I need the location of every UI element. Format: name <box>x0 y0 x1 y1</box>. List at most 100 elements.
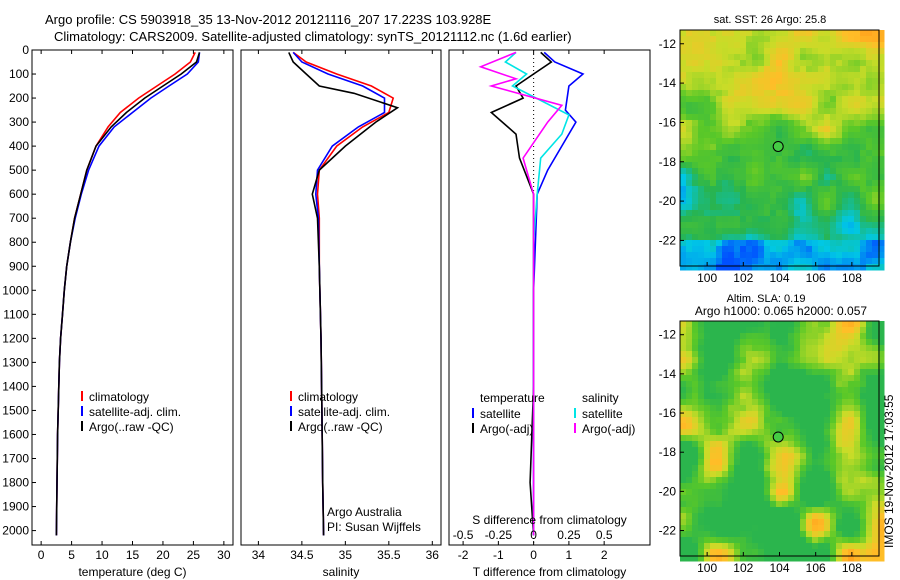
heatmap-cell <box>836 555 843 562</box>
heatmap-cell <box>806 198 813 205</box>
x-tick-label: 102 <box>733 561 753 575</box>
heatmap-cell <box>860 411 867 418</box>
heatmap-cell <box>830 246 837 253</box>
heatmap-cell <box>680 327 687 334</box>
heatmap-cell <box>860 114 867 121</box>
heatmap-cell <box>758 375 765 382</box>
heatmap-cell <box>716 144 723 151</box>
heatmap-cell <box>800 228 807 235</box>
heatmap-cell <box>758 54 765 61</box>
heatmap-cell <box>716 441 723 448</box>
heatmap-cell <box>854 519 861 526</box>
heatmap-cell <box>794 108 801 115</box>
heatmap-cell <box>794 72 801 79</box>
heatmap-cell <box>854 216 861 223</box>
x-tick-top-label: -0.5 <box>453 528 474 542</box>
heatmap-cell <box>686 192 693 199</box>
heatmap-cell <box>776 54 783 61</box>
heatmap-cell <box>740 102 747 109</box>
heatmap-cell <box>782 549 789 556</box>
heatmap-cell <box>740 246 747 253</box>
heatmap-cell <box>788 162 795 169</box>
heatmap-cell <box>680 393 687 400</box>
heatmap-cell <box>788 180 795 187</box>
heatmap-cell <box>842 375 849 382</box>
heatmap-cell <box>836 519 843 526</box>
heatmap-cell <box>794 222 801 229</box>
heatmap-cell <box>866 351 873 358</box>
heatmap-cell <box>770 78 777 85</box>
heatmap-cell <box>776 471 783 478</box>
heatmap-cell <box>848 240 855 247</box>
heatmap-cell <box>806 363 813 370</box>
heatmap-cell <box>764 393 771 400</box>
heatmap-cell <box>776 78 783 85</box>
heatmap-cell <box>770 174 777 181</box>
heatmap-cell <box>722 321 729 328</box>
heatmap-cell <box>830 102 837 109</box>
heatmap-cell <box>692 507 699 514</box>
heatmap-cell <box>866 393 873 400</box>
heatmap-cell <box>734 264 741 271</box>
heatmap-cell <box>878 507 885 514</box>
heatmap-cell <box>824 264 831 271</box>
heatmap-cell <box>698 363 705 370</box>
heatmap-cell <box>866 90 873 97</box>
heatmap-cell <box>788 375 795 382</box>
heatmap-cell <box>788 84 795 91</box>
heatmap-cell <box>782 60 789 67</box>
heatmap-cell <box>710 96 717 103</box>
heatmap-cell <box>866 54 873 61</box>
argo-location-marker <box>772 431 784 443</box>
heatmap-cell <box>848 42 855 49</box>
heatmap-cell <box>872 198 879 205</box>
heatmap-cell <box>734 228 741 235</box>
heatmap-cell <box>686 501 693 508</box>
heatmap-cell <box>806 60 813 67</box>
heatmap-cell <box>728 132 735 139</box>
heatmap-cell <box>710 126 717 133</box>
heatmap-cell <box>824 447 831 454</box>
heatmap-cell <box>800 435 807 442</box>
heatmap-cell <box>770 333 777 340</box>
heatmap-cell <box>878 513 885 520</box>
heatmap-cell <box>734 72 741 79</box>
heatmap-cell <box>854 168 861 175</box>
heatmap-cell <box>806 72 813 79</box>
heatmap-cell <box>794 387 801 394</box>
heatmap-cell <box>824 144 831 151</box>
heatmap-cell <box>692 543 699 550</box>
heatmap-cell <box>776 483 783 490</box>
heatmap-cell <box>872 144 879 151</box>
heatmap-cell <box>878 114 885 121</box>
heatmap-cell <box>824 90 831 97</box>
heatmap-cell <box>740 441 747 448</box>
heatmap-cell <box>806 42 813 49</box>
heatmap-cell <box>692 36 699 43</box>
heatmap-cell <box>866 264 873 271</box>
heatmap-cell <box>782 327 789 334</box>
heatmap-cell <box>764 36 771 43</box>
heatmap-cell <box>872 234 879 241</box>
heatmap-cell <box>716 66 723 73</box>
heatmap-cell <box>680 84 687 91</box>
heatmap-cell <box>854 453 861 460</box>
heatmap-cell <box>866 246 873 253</box>
heatmap-cell <box>812 96 819 103</box>
heatmap-cell <box>806 120 813 127</box>
heatmap-cell <box>800 84 807 91</box>
heatmap-cell <box>710 429 717 436</box>
map-title: sat. SST: 26 Argo: 25.8 <box>714 14 827 26</box>
heatmap-cell <box>830 78 837 85</box>
heatmap-cell <box>842 36 849 43</box>
heatmap-cell <box>710 477 717 484</box>
heatmap-cell <box>860 381 867 388</box>
heatmap-cell <box>788 501 795 508</box>
heatmap-cell <box>758 555 765 562</box>
heatmap-cell <box>866 519 873 526</box>
heatmap-cell <box>782 234 789 241</box>
heatmap-cell <box>722 447 729 454</box>
heatmap-cell <box>680 489 687 496</box>
heatmap-cell <box>830 501 837 508</box>
heatmap-cell <box>848 228 855 235</box>
